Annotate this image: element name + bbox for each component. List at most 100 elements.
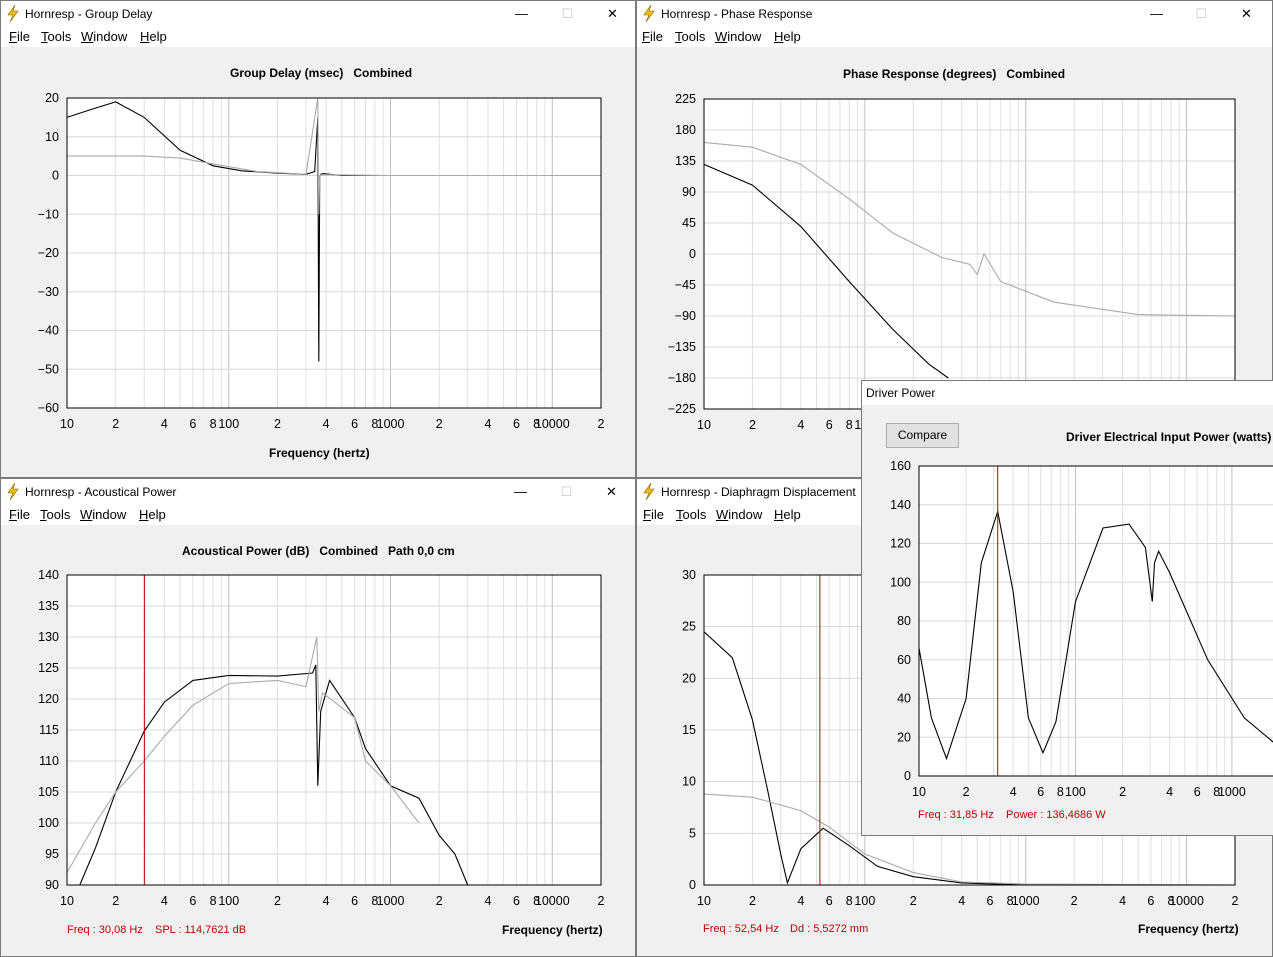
minimize-icon[interactable]: —	[514, 484, 527, 499]
x-tick-label: 2	[598, 894, 605, 908]
menu-help[interactable]: Help	[774, 29, 801, 44]
menu-tools[interactable]: Tools	[41, 29, 72, 44]
menu-window[interactable]: Window	[716, 507, 763, 522]
x-tick-label: 8	[210, 417, 217, 431]
x-tick-label: 8	[846, 418, 853, 432]
grid	[704, 99, 1235, 409]
x-tick-label: 2	[436, 894, 443, 908]
window-title: Hornresp - Group Delay	[25, 7, 153, 21]
y-tick-label: 140	[890, 498, 911, 512]
menu-window[interactable]: Window	[81, 29, 128, 44]
menu-file[interactable]: File	[643, 507, 664, 522]
menu-file[interactable]: File	[9, 507, 30, 522]
chart-title: Acoustical Power (dB) Combined Path 0,0 …	[182, 544, 455, 558]
y-tick-label: 0	[904, 769, 911, 783]
y-tick-label: −135	[668, 340, 696, 354]
hornresp-bolt-icon	[643, 483, 655, 500]
phase-response-chart[interactable]: 22518013590450−45−90−135−180−22510246810…	[668, 92, 1239, 432]
y-tick-label: 5	[689, 826, 696, 840]
close-icon[interactable]: ✕	[1241, 6, 1252, 21]
x-tick-label: 2	[1119, 785, 1126, 799]
y-tick-label: −50	[38, 362, 59, 376]
menu-tools[interactable]: Tools	[675, 29, 706, 44]
title-bar[interactable]: Hornresp - Acoustical Power — ☐ ✕	[1, 479, 635, 505]
x-tick-label: 6	[513, 894, 520, 908]
driver-power-window: Driver Power Compare Driver Electrical I…	[861, 380, 1273, 836]
maximize-icon: ☐	[560, 484, 573, 499]
menu-window[interactable]: Window	[80, 507, 127, 522]
x-axis-label: Frequency (hertz)	[269, 446, 370, 460]
x-tick-label: 8	[846, 894, 853, 908]
menu-tools[interactable]: Tools	[676, 507, 707, 522]
menu-window[interactable]: Window	[715, 29, 762, 44]
x-tick-label: 8	[1168, 894, 1175, 908]
y-tick-label: 20	[45, 91, 59, 105]
series-line-1	[79, 664, 469, 886]
x-tick-label: 2	[910, 894, 917, 908]
minimize-icon[interactable]: —	[515, 6, 528, 21]
close-icon[interactable]: ✕	[606, 484, 617, 499]
x-tick-label: 8	[371, 894, 378, 908]
y-tick-label: −10	[38, 207, 59, 221]
driver-power-chart[interactable]: 160140120100806040200102468100246810002	[890, 459, 1273, 799]
x-tick-label: 2	[963, 785, 970, 799]
y-tick-label: −40	[38, 324, 59, 338]
y-tick-label: 115	[39, 723, 59, 737]
compare-button[interactable]: Compare	[886, 423, 959, 448]
y-tick-label: −30	[38, 285, 59, 299]
grid	[67, 575, 601, 885]
y-tick-label: 20	[682, 671, 696, 685]
x-tick-label: 100	[218, 417, 239, 431]
x-tick-label: 6	[1037, 785, 1044, 799]
x-tick-label: 8	[210, 894, 217, 908]
menu-help[interactable]: Help	[774, 507, 801, 522]
x-tick-label: 1000	[377, 417, 405, 431]
y-tick-label: 15	[682, 723, 696, 737]
menu-help[interactable]: Help	[139, 507, 166, 522]
y-tick-label: 20	[897, 730, 911, 744]
maximize-icon: ☐	[1195, 6, 1208, 21]
x-tick-label: 1000	[1218, 785, 1246, 799]
x-tick-label: 2	[749, 894, 756, 908]
close-icon[interactable]: ✕	[607, 6, 618, 21]
window-title: Hornresp - Acoustical Power	[25, 485, 177, 499]
title-bar[interactable]: Hornresp - Group Delay — ☐ ✕	[1, 1, 635, 27]
x-tick-label: 100	[854, 894, 875, 908]
x-tick-label: 4	[484, 417, 491, 431]
y-tick-label: 160	[890, 459, 911, 473]
frequency-readout: Freq : 52,54 Hz	[703, 923, 779, 935]
x-tick-label: 10000	[535, 417, 570, 431]
menu-file[interactable]: File	[9, 29, 30, 44]
chart-title: Driver Electrical Input Power (watts)	[1066, 430, 1272, 444]
y-tick-label: 0	[689, 247, 696, 261]
chart-area: Group Delay (msec) Combined 20 10 0 −10 −20−…	[1, 47, 635, 477]
y-tick-label: 45	[682, 216, 696, 230]
title-bar[interactable]: Hornresp - Phase Response — ☐ ✕	[637, 1, 1272, 27]
x-tick-label: 6	[351, 894, 358, 908]
x-tick-label: 10	[912, 785, 926, 799]
y-tick-label: 90	[45, 878, 59, 892]
y-tick-label: 130	[38, 630, 59, 644]
series-line-1	[918, 511, 1273, 761]
x-tick-label: 4	[797, 894, 804, 908]
y-tick-label: 40	[897, 692, 911, 706]
y-tick-label: 110	[39, 754, 59, 768]
x-tick-label: 4	[323, 894, 330, 908]
menu-file[interactable]: File	[642, 29, 663, 44]
x-tick-label: 4	[161, 894, 168, 908]
y-tick-label: 135	[675, 154, 696, 168]
x-tick-label: 2	[749, 418, 756, 432]
x-tick-label: 10	[697, 418, 711, 432]
menu-help[interactable]: Help	[140, 29, 167, 44]
plot-border	[66, 97, 602, 409]
title-bar[interactable]: Driver Power	[862, 381, 1273, 405]
x-tick-label: 8	[533, 417, 540, 431]
x-tick-label: 2	[112, 417, 119, 431]
y-tick-label: 10	[45, 130, 59, 144]
minimize-icon[interactable]: —	[1150, 6, 1163, 21]
window-title: Driver Power	[866, 386, 936, 400]
menu-tools[interactable]: Tools	[40, 507, 71, 522]
x-tick-label: 10000	[535, 894, 570, 908]
